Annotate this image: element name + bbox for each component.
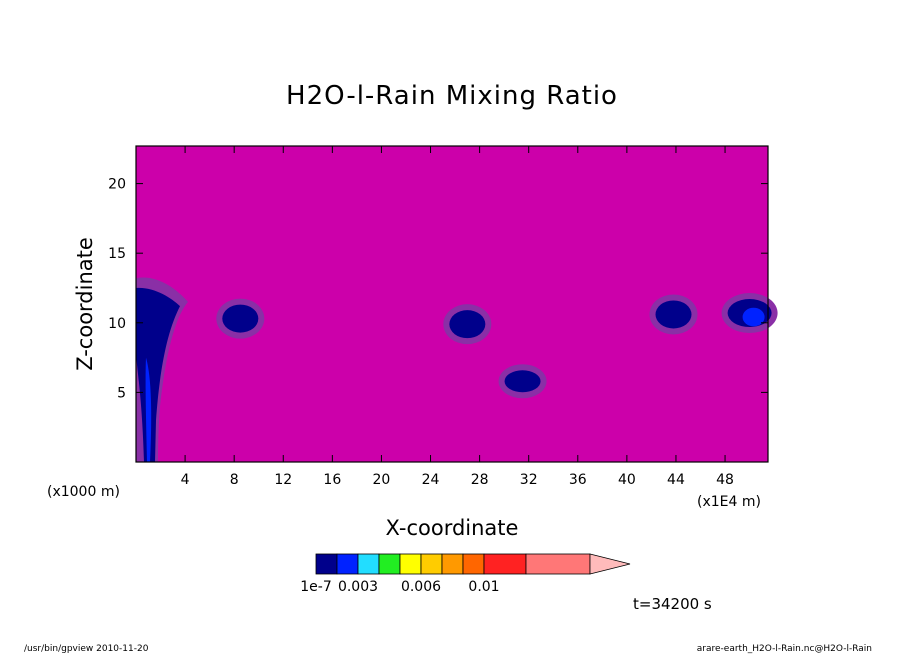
plot-frame <box>135 145 769 463</box>
x-tick-label: 48 <box>716 472 734 488</box>
colorbar-bin <box>378 553 401 575</box>
colorbar-label: 1e-7 <box>300 579 331 595</box>
rain-feature-1 <box>136 277 188 462</box>
footer-left: /usr/bin/gpview 2010-11-20 <box>24 644 149 654</box>
colorbar-bin <box>441 553 464 575</box>
x-tick-label: 40 <box>618 472 636 488</box>
rain-feature-4 <box>498 364 547 399</box>
footer-right: arare-earth_H2O-l-Rain.nc@H2O-l-Rain <box>697 644 872 654</box>
colorbar-bin <box>357 553 380 575</box>
colorbar-label: 0.006 <box>401 579 441 595</box>
colorbar-bin <box>399 553 422 575</box>
y-tick-label: 10 <box>108 316 126 332</box>
x-tick-label: 16 <box>323 472 341 488</box>
rain-feature-5 <box>649 294 698 335</box>
x-tick-label: 44 <box>667 472 685 488</box>
y-axis-label: Z-coordinate <box>73 237 97 371</box>
rain-feature-2 <box>216 298 265 339</box>
colorbar-bin <box>336 553 359 575</box>
colorbar-bin <box>483 553 527 575</box>
x-tick-label: 32 <box>520 472 538 488</box>
colorbar-bin <box>525 553 591 575</box>
x-tick-label: 36 <box>569 472 587 488</box>
feature-peak <box>742 307 765 327</box>
colorbar-bin <box>420 553 443 575</box>
y-tick-label: 15 <box>108 246 126 262</box>
colorbar-bin <box>315 553 338 575</box>
feature-core <box>449 310 486 339</box>
x-tick-label: 4 <box>181 472 190 488</box>
plot-area <box>135 145 778 463</box>
x-unit-right: (x1E4 m) <box>697 494 761 510</box>
chart-title: H2O-l-Rain Mixing Ratio <box>286 81 618 111</box>
x-tick-label: 8 <box>230 472 239 488</box>
y-tick-label: 20 <box>108 177 126 193</box>
rain-feature-3 <box>443 304 492 345</box>
feature-core <box>504 370 541 393</box>
feature-core <box>655 300 692 329</box>
x-unit-left: (x1000 m) <box>47 484 120 500</box>
time-label: t=34200 s <box>633 595 712 613</box>
colorbar-extension <box>589 553 631 575</box>
x-tick-label: 24 <box>422 472 440 488</box>
x-tick-label: 12 <box>274 472 292 488</box>
feature-peak <box>145 357 152 462</box>
colorbar-bin <box>462 553 485 575</box>
colorbar-label: 0.003 <box>338 579 378 595</box>
rain-feature-6 <box>721 293 778 334</box>
x-tick-label: 20 <box>373 472 391 488</box>
colorbar: 1e-7 0.003 0.006 0.01 <box>300 553 631 595</box>
x-axis-label: X-coordinate <box>386 516 519 540</box>
colorbar-label: 0.01 <box>468 579 499 595</box>
feature-core <box>222 304 259 333</box>
y-tick-label: 5 <box>117 385 126 401</box>
x-tick-label: 28 <box>471 472 489 488</box>
